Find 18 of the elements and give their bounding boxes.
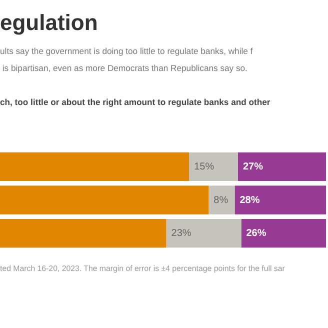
bar [189, 152, 238, 181]
bar [241, 219, 326, 248]
data-label: 23% [171, 228, 192, 240]
data-label: 27% [242, 161, 264, 172]
bar [0, 219, 166, 248]
data-label: 26% [246, 228, 266, 240]
data-label: 15% [194, 161, 214, 172]
bar [166, 219, 242, 248]
bar [234, 186, 326, 214]
text: ch, too little or about the right amount to regulate banks and other [0, 97, 270, 107]
bar [208, 186, 235, 214]
bar [0, 186, 209, 214]
chart-title: egulation [0, 10, 98, 36]
chart-subtitle: ults say the government is doing too little to regulate banks, while f is bipartisan, even as more Democrats than Republicans say so. [0, 45, 253, 75]
data-label: 8% [214, 194, 228, 206]
data-label: 28% [240, 194, 260, 206]
bar [0, 152, 190, 181]
bar [238, 152, 326, 181]
